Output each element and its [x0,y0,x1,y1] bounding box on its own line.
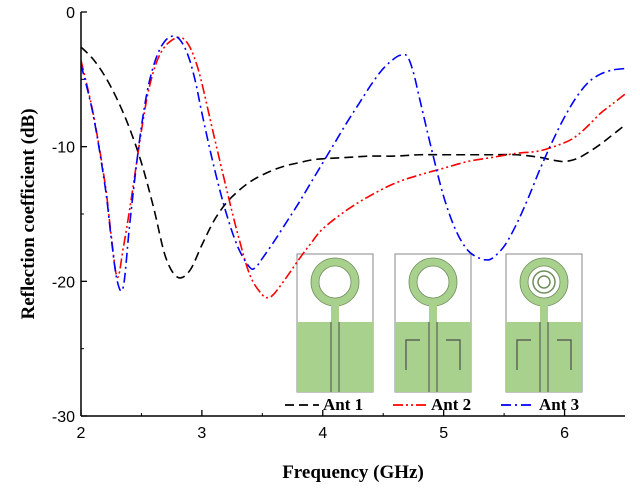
y-tick-label: -20 [52,274,75,291]
x-axis-title: Frequency (GHz) [282,462,424,483]
x-tick-label: 3 [197,425,206,442]
inset-antenna-2 [394,253,472,393]
legend: Ant 1 Ant 2 Ant 3 [285,395,579,414]
series-layer [81,35,625,299]
inset-antenna-1 [296,253,374,393]
x-tick-label: 4 [318,425,327,442]
y-tick-label: 0 [66,5,75,22]
inset-antenna-3 [505,253,583,393]
x-tick-label: 6 [560,425,569,442]
antenna-geometry-inset [296,253,583,393]
legend-label-3: Ant 3 [539,395,579,414]
y-axis-title: Reflection coefficient (dB) [18,108,39,319]
series-line-2 [81,36,625,299]
ticks-layer: 2 3 4 5 6 0 -10 -20 -30 [52,5,569,442]
series-line-1 [81,46,625,279]
y-tick-label: -30 [52,409,75,426]
legend-label-1: Ant 1 [323,395,363,414]
series-line-3 [81,35,625,292]
y-tick-label: -10 [52,140,75,157]
legend-label-2: Ant 2 [431,395,471,414]
x-tick-label: 5 [439,425,448,442]
x-tick-label: 2 [77,425,86,442]
